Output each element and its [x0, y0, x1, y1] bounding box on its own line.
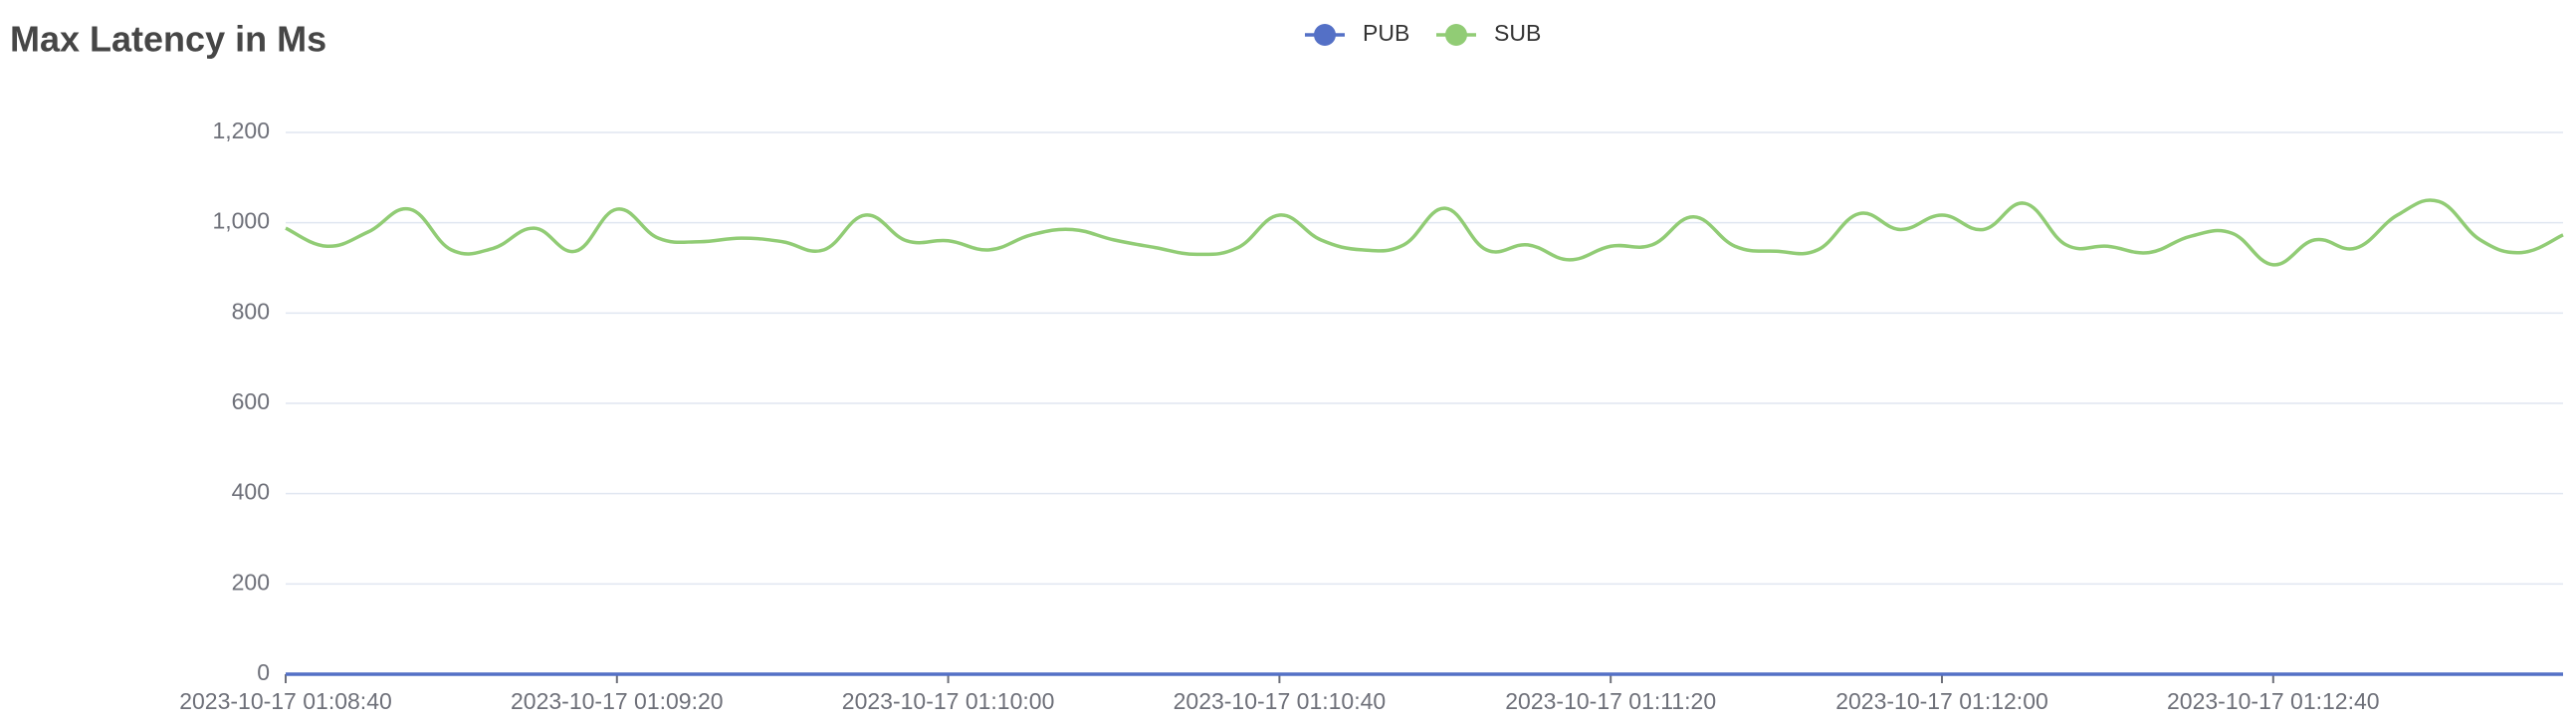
y-tick-label: 600 [232, 388, 270, 414]
y-tick-label: 0 [257, 659, 270, 685]
x-tick-label: 2023-10-17 01:12:00 [1835, 688, 2048, 714]
y-tick-label: 1,200 [212, 118, 270, 143]
x-tick-label: 2023-10-17 01:10:40 [1174, 688, 1387, 714]
y-tick-label: 1,000 [212, 208, 270, 234]
chart-title: Max Latency in Ms [10, 19, 326, 60]
legend-icon-dot [1314, 24, 1336, 46]
y-tick-label: 800 [232, 298, 270, 324]
legend-label: PUB [1363, 20, 1409, 46]
series-line [285, 198, 2564, 267]
legend-icon-dot [1445, 24, 1467, 46]
x-tick-label: 2023-10-17 01:08:40 [179, 688, 392, 714]
y-tick-label: 400 [232, 479, 270, 505]
x-tick-label: 2023-10-17 01:11:20 [1505, 688, 1716, 714]
x-tick-label: 2023-10-17 01:10:00 [842, 688, 1055, 714]
x-tick-label: 2023-10-17 01:09:20 [511, 688, 724, 714]
y-tick-label: 200 [232, 569, 270, 595]
x-tick-label: 2023-10-17 01:12:40 [2167, 688, 2380, 714]
legend-label: SUB [1494, 20, 1541, 46]
